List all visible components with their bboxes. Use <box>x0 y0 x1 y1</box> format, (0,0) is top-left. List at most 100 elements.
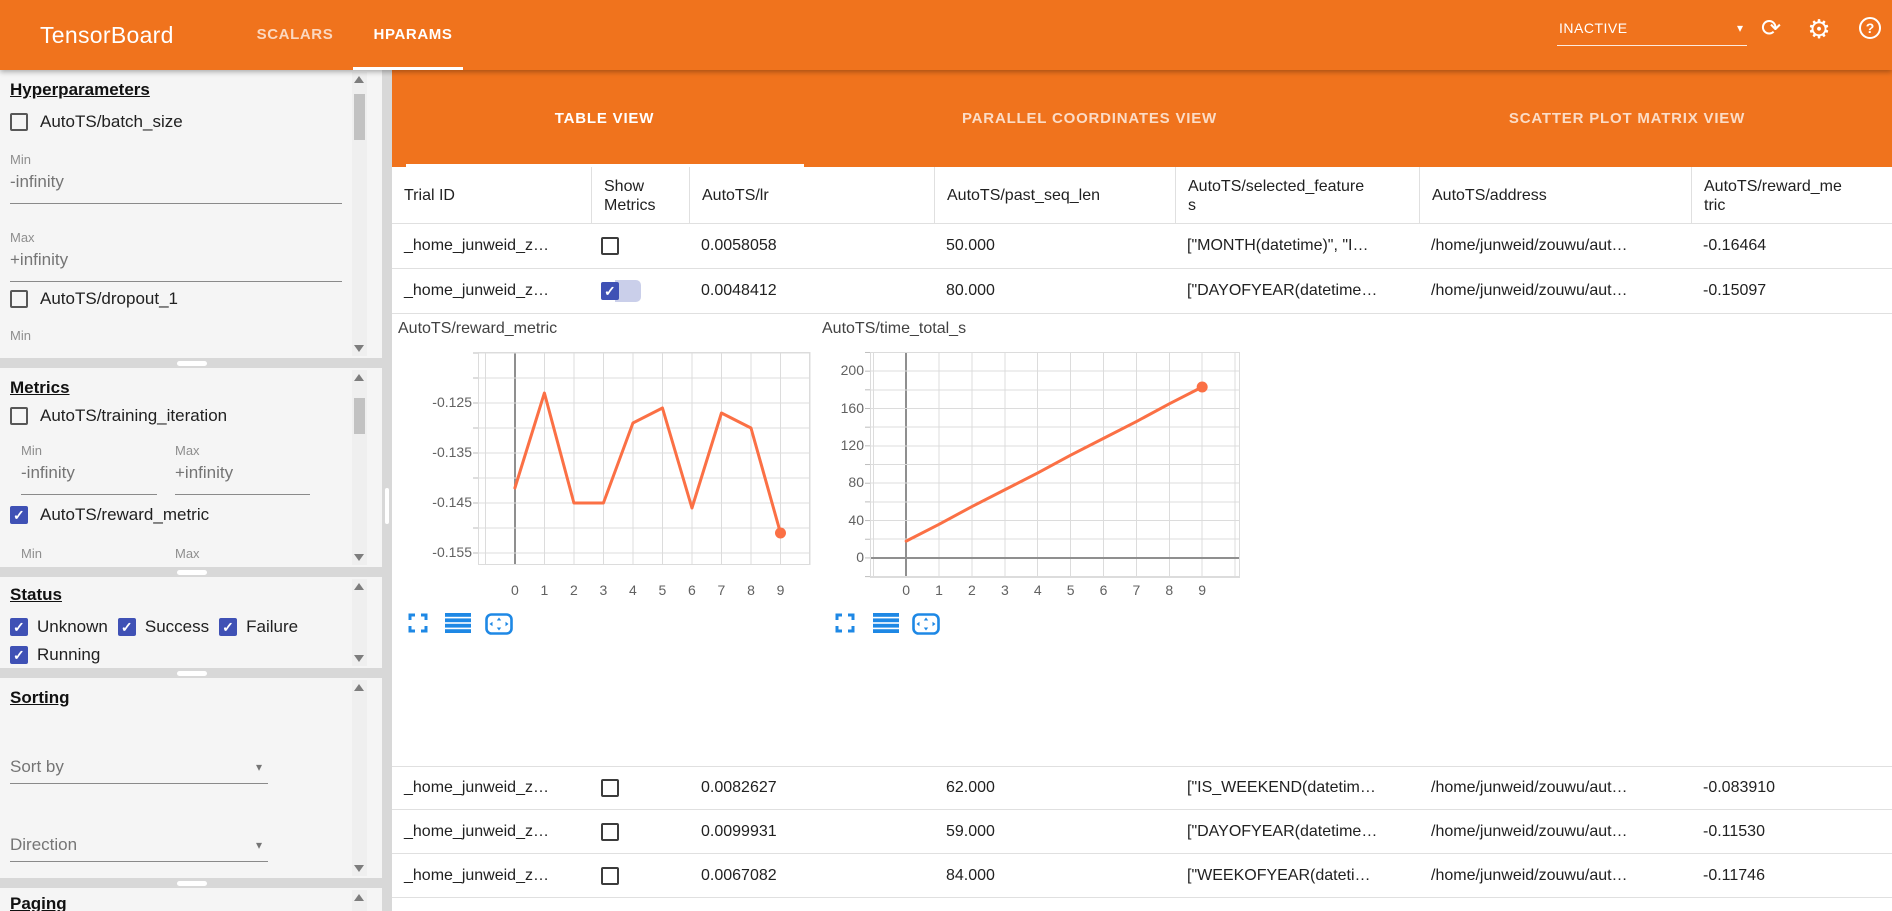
column-header-show-metrics[interactable]: Show Metrics <box>591 167 689 224</box>
pan-icon[interactable] <box>485 613 513 635</box>
checkbox-dropout-1[interactable] <box>10 290 28 308</box>
drag-handle[interactable] <box>177 361 207 366</box>
chevron-down-icon: ▾ <box>255 760 262 774</box>
metrics-heading: Metrics <box>10 378 70 397</box>
min-label: Min <box>21 546 42 561</box>
section-divider[interactable] <box>0 668 382 678</box>
chart-title: AutoTS/reward_metric <box>398 320 558 337</box>
table-row[interactable]: _home_junweid_z… 0.0099931 59.000 ["DAYO… <box>392 809 1892 853</box>
section-divider[interactable] <box>0 878 382 888</box>
table-icon[interactable] <box>445 613 471 633</box>
sidebar-resize-divider[interactable] <box>382 70 392 911</box>
fullscreen-icon[interactable] <box>408 613 428 633</box>
show-metrics-checkbox[interactable] <box>601 237 619 255</box>
tab-parallel-coordinates-view[interactable]: PARALLEL COORDINATES VIEW <box>961 110 1217 127</box>
hparam-batch-size-row[interactable]: AutoTS/batch_size <box>10 112 183 132</box>
scroll-up-icon[interactable] <box>354 76 364 83</box>
direction-select[interactable]: Direction ▾ <box>10 828 268 862</box>
checkbox-reward-metric[interactable] <box>10 506 28 524</box>
hparam-dropout-row[interactable]: AutoTS/dropout_1 <box>10 289 178 309</box>
status-option-running[interactable]: Running <box>10 645 100 665</box>
scroll-down-icon[interactable] <box>354 345 364 352</box>
paging-scrollbar[interactable] <box>352 890 367 911</box>
chevron-down-icon: ▾ <box>1736 21 1743 35</box>
nav-tab-hparams[interactable]: HPARAMS <box>373 26 453 43</box>
scroll-up-icon[interactable] <box>354 894 364 901</box>
column-header-selected-features[interactable]: AutoTS/selected_features <box>1175 167 1419 224</box>
main-content: TABLE VIEW PARALLEL COORDINATES VIEW SCA… <box>392 70 1892 911</box>
x-axis-tick-label: 9 <box>1198 582 1207 598</box>
scroll-down-icon[interactable] <box>354 554 364 561</box>
checkbox-batch-size[interactable] <box>10 113 28 131</box>
metric-training-iteration-row[interactable]: AutoTS/training_iteration <box>10 406 227 426</box>
drag-handle[interactable] <box>177 671 207 676</box>
section-divider[interactable] <box>0 567 382 577</box>
checkbox-success[interactable] <box>117 618 136 636</box>
metric-max-field[interactable]: Max +infinity <box>175 443 310 495</box>
show-metrics-checkbox[interactable] <box>601 866 619 885</box>
drag-handle[interactable] <box>177 570 207 575</box>
min-field[interactable]: Min -infinity <box>10 152 342 204</box>
table-row[interactable]: _home_junweid_z… 0.0067082 84.000 ["WEEK… <box>392 853 1892 898</box>
status-option-success[interactable]: Success <box>117 617 209 637</box>
scrollbar-thumb[interactable] <box>354 398 365 434</box>
status-heading: Status <box>10 585 62 604</box>
column-header-address[interactable]: AutoTS/address <box>1419 167 1691 224</box>
column-header-lr[interactable]: AutoTS/lr <box>689 167 934 224</box>
section-divider[interactable] <box>0 358 382 368</box>
sort-by-select[interactable]: Sort by ▾ <box>10 750 268 784</box>
scroll-down-icon[interactable] <box>354 865 364 872</box>
chevron-down-icon: ▾ <box>255 838 262 852</box>
scroll-up-icon[interactable] <box>354 583 364 590</box>
tab-scatter-plot-matrix-view[interactable]: SCATTER PLOT MATRIX VIEW <box>1508 110 1746 127</box>
checkbox-unknown[interactable] <box>10 618 28 636</box>
table-icon[interactable] <box>873 613 899 633</box>
sorting-section: Sorting Sort by ▾ Direction ▾ <box>0 678 382 878</box>
metric-reward-metric-row[interactable]: AutoTS/reward_metric <box>10 505 209 525</box>
table-row[interactable]: _home_junweid_z… 0.0082627 62.000 ["IS_W… <box>392 766 1892 809</box>
sorting-heading: Sorting <box>10 688 70 707</box>
checkbox-running[interactable] <box>10 646 28 664</box>
x-axis-tick-label: 5 <box>1066 582 1075 598</box>
table-row-expanded[interactable]: _home_junweid_z… 0.0048412 80.000 ["DAYO… <box>392 269 1892 314</box>
sorting-scrollbar[interactable] <box>352 680 367 876</box>
metrics-scrollbar[interactable] <box>352 370 367 565</box>
column-header-reward-metric[interactable]: AutoTS/reward_metric <box>1691 167 1892 224</box>
tab-table-view[interactable]: TABLE VIEW <box>554 110 655 127</box>
hyperparameters-scrollbar[interactable] <box>352 72 367 356</box>
drag-handle[interactable] <box>385 488 389 524</box>
line-chart-plot[interactable] <box>865 351 1240 578</box>
run-status-dropdown[interactable]: INACTIVE ▾ <box>1557 12 1747 46</box>
line-chart-plot[interactable] <box>473 352 811 565</box>
scroll-up-icon[interactable] <box>354 374 364 381</box>
status-option-unknown[interactable]: Unknown <box>10 617 108 637</box>
x-axis-tick-label: 0 <box>902 582 911 598</box>
show-metrics-checkbox[interactable] <box>601 282 619 300</box>
column-header-trial-id[interactable]: Trial ID <box>404 187 455 204</box>
y-axis-tick-label: 160 <box>840 399 864 416</box>
settings-gear-icon[interactable]: ⚙ <box>1807 14 1831 44</box>
help-icon[interactable]: ? <box>1859 17 1881 39</box>
pan-icon[interactable] <box>912 613 940 635</box>
fullscreen-icon[interactable] <box>835 613 855 633</box>
checkbox-training-iteration[interactable] <box>10 407 28 425</box>
metric-min-field[interactable]: Min -infinity <box>21 443 157 495</box>
show-metrics-checkbox[interactable] <box>601 822 619 841</box>
hyperparameters-heading: Hyperparameters <box>10 80 150 99</box>
scroll-up-icon[interactable] <box>354 684 364 691</box>
column-header-past-seq-len[interactable]: AutoTS/past_seq_len <box>934 167 1175 224</box>
status-scrollbar[interactable] <box>352 579 367 666</box>
status-option-failure[interactable]: Failure <box>219 617 298 637</box>
x-axis-tick-label: 7 <box>1132 582 1141 598</box>
refresh-icon[interactable]: ⟳ <box>1760 15 1782 42</box>
show-metrics-checkbox[interactable] <box>601 779 619 797</box>
max-field[interactable]: Max +infinity <box>10 230 342 282</box>
x-axis-tick-label: 8 <box>747 582 755 598</box>
x-axis-tick-label: 6 <box>1099 582 1108 598</box>
drag-handle[interactable] <box>177 881 207 886</box>
checkbox-failure[interactable] <box>219 618 238 636</box>
nav-tab-scalars[interactable]: SCALARS <box>256 26 334 43</box>
table-row[interactable]: _home_junweid_z… 0.0058058 50.000 ["MONT… <box>392 224 1892 269</box>
scrollbar-thumb[interactable] <box>354 94 365 140</box>
scroll-down-icon[interactable] <box>354 655 364 662</box>
